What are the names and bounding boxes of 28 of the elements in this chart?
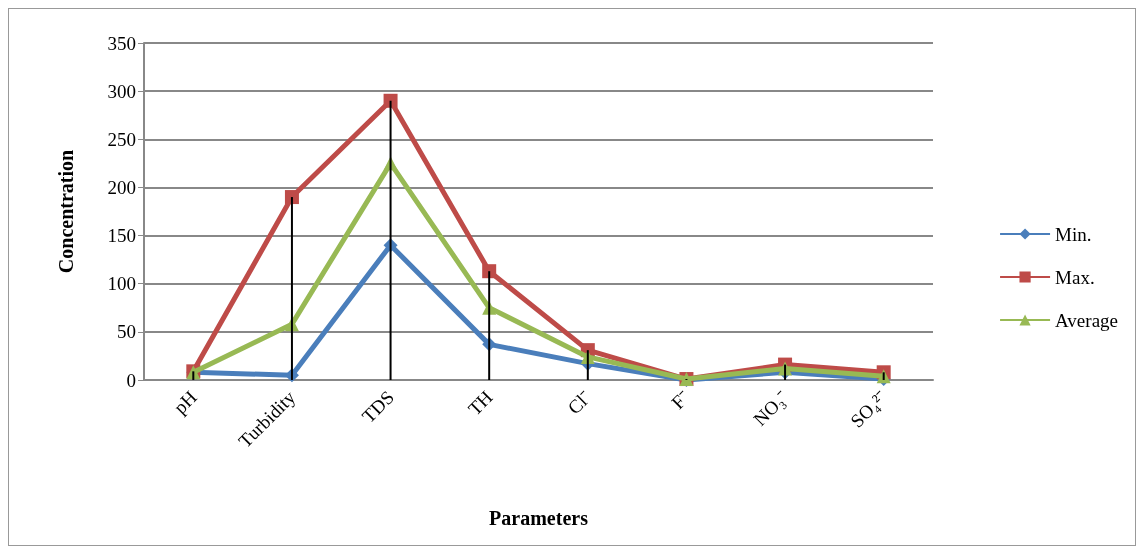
y-tick-label: 300: [107, 80, 136, 102]
y-tick-label: 200: [107, 176, 136, 198]
point: [482, 264, 497, 279]
bar: [488, 271, 491, 380]
x-tick-label: TH: [463, 386, 497, 420]
x-tick-label: TDS: [357, 386, 398, 427]
x-tick-label: pH: [169, 386, 201, 418]
bar: [290, 197, 293, 380]
y-tick-label: 350: [107, 32, 136, 54]
bar: [389, 100, 392, 380]
x-tick-label: Cl⁻: [563, 386, 596, 419]
bar: [586, 350, 589, 380]
legend-label: Max.: [1055, 266, 1095, 288]
legend-label: Average: [1055, 309, 1118, 331]
bar: [882, 372, 885, 380]
y-tick-label: 0: [126, 369, 136, 391]
point: [284, 190, 299, 205]
x-tick-label: F⁻: [667, 386, 694, 414]
y-tick-label: 100: [107, 273, 136, 295]
y-tick-label: 50: [117, 321, 136, 343]
legend-label: Min.: [1055, 223, 1092, 245]
bar: [784, 364, 787, 380]
bar: [192, 371, 195, 380]
y-tick-label: 250: [107, 128, 136, 150]
point: [383, 93, 398, 108]
y-tick-label: 150: [107, 225, 136, 247]
y-axis-title: Concentration: [55, 149, 77, 274]
x-axis-title: Parameters: [489, 507, 589, 529]
